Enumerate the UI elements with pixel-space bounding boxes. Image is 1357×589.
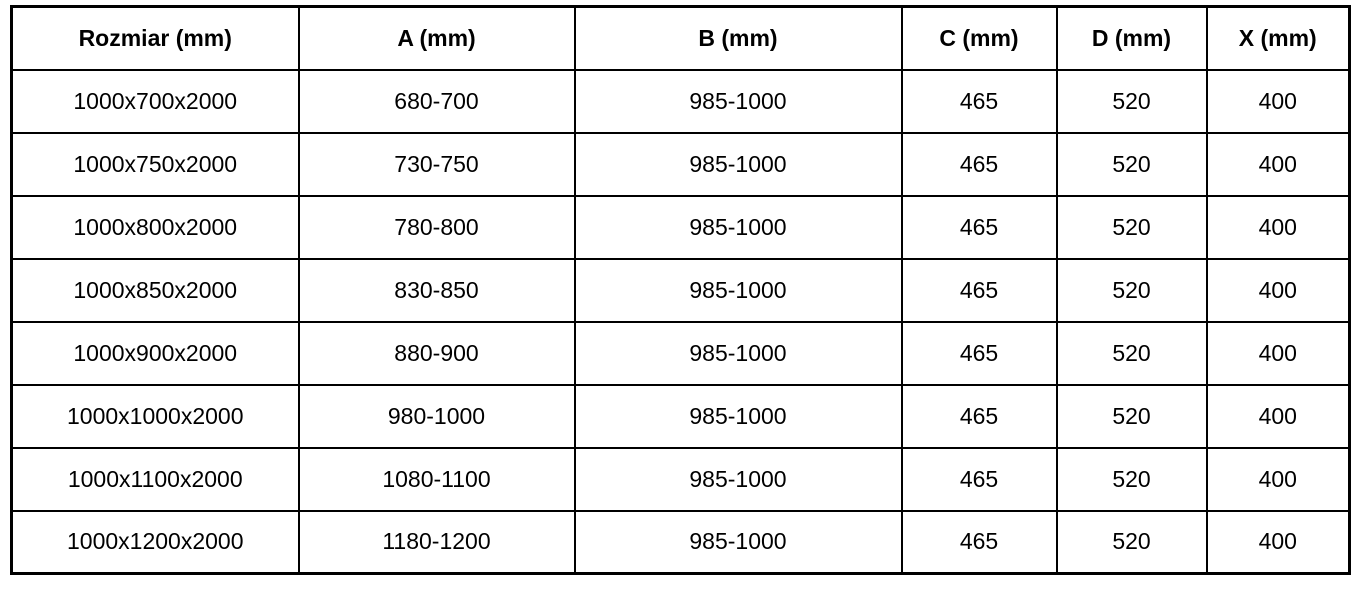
table-cell: 780-800 [297, 194, 576, 260]
table-cell: 400 [1205, 320, 1351, 386]
table-row: 1000x1100x2000 1080-1100 985-1000 465 520 400 [10, 446, 1351, 512]
table-cell: 1000x900x2000 [10, 320, 300, 386]
table-cell: 680-700 [297, 68, 576, 134]
size-dimensions-table: Rozmiar (mm) A (mm) B (mm) C (mm) D (mm) X (m… [10, 5, 1351, 575]
table-row: 1000x1000x2000 980-1000 985-1000 465 520 400 [10, 383, 1351, 449]
table-cell: 520 [1055, 131, 1208, 197]
column-header: X (mm) [1205, 5, 1351, 71]
table-cell: 465 [900, 509, 1058, 575]
table-cell: 465 [900, 383, 1058, 449]
table-cell: 985-1000 [573, 68, 903, 134]
table-cell: 1000x700x2000 [10, 68, 300, 134]
table-cell: 730-750 [297, 131, 576, 197]
table-cell: 520 [1055, 194, 1208, 260]
table-cell: 465 [900, 194, 1058, 260]
table-cell: 465 [900, 131, 1058, 197]
table-cell: 520 [1055, 383, 1208, 449]
column-header: A (mm) [297, 5, 576, 71]
table-cell: 400 [1205, 257, 1351, 323]
table-cell: 1000x1000x2000 [10, 383, 300, 449]
table-cell: 400 [1205, 509, 1351, 575]
table-cell: 400 [1205, 446, 1351, 512]
table-cell: 400 [1205, 131, 1351, 197]
table-cell: 985-1000 [573, 257, 903, 323]
table-cell: 520 [1055, 446, 1208, 512]
table-body: 1000x700x2000 680-700 985-1000 465 520 400 100… [10, 68, 1351, 575]
table-row: 1000x850x2000 830-850 985-1000 465 520 400 [10, 257, 1351, 323]
table-cell: 985-1000 [573, 509, 903, 575]
table-cell: 520 [1055, 509, 1208, 575]
table-cell: 985-1000 [573, 320, 903, 386]
table-cell: 985-1000 [573, 194, 903, 260]
table-cell: 1000x1200x2000 [10, 509, 300, 575]
table-row: 1000x900x2000 880-900 985-1000 465 520 400 [10, 320, 1351, 386]
column-header: Rozmiar (mm) [10, 5, 300, 71]
table-cell: 465 [900, 446, 1058, 512]
table-cell: 520 [1055, 257, 1208, 323]
table-cell: 980-1000 [297, 383, 576, 449]
column-header: B (mm) [573, 5, 903, 71]
table-cell: 400 [1205, 68, 1351, 134]
table-cell: 400 [1205, 194, 1351, 260]
table-cell: 1080-1100 [297, 446, 576, 512]
column-header: D (mm) [1055, 5, 1208, 71]
table-cell: 1180-1200 [297, 509, 576, 575]
table-cell: 830-850 [297, 257, 576, 323]
table-cell: 1000x850x2000 [10, 257, 300, 323]
table-cell: 465 [900, 68, 1058, 134]
table-cell: 1000x750x2000 [10, 131, 300, 197]
table-cell: 520 [1055, 68, 1208, 134]
table-row: 1000x700x2000 680-700 985-1000 465 520 400 [10, 68, 1351, 134]
table-cell: 985-1000 [573, 446, 903, 512]
table-header: Rozmiar (mm) A (mm) B (mm) C (mm) D (mm) X (m… [10, 5, 1351, 71]
table-cell: 400 [1205, 383, 1351, 449]
table-row: 1000x1200x2000 1180-1200 985-1000 465 520 400 [10, 509, 1351, 575]
table-cell: 985-1000 [573, 131, 903, 197]
table-cell: 1000x800x2000 [10, 194, 300, 260]
column-header: C (mm) [900, 5, 1058, 71]
table-row: 1000x800x2000 780-800 985-1000 465 520 400 [10, 194, 1351, 260]
table-cell: 985-1000 [573, 383, 903, 449]
table-cell: 520 [1055, 320, 1208, 386]
table-cell: 465 [900, 257, 1058, 323]
header-row: Rozmiar (mm) A (mm) B (mm) C (mm) D (mm) X (m… [10, 5, 1351, 71]
table-cell: 1000x1100x2000 [10, 446, 300, 512]
table-cell: 880-900 [297, 320, 576, 386]
table-cell: 465 [900, 320, 1058, 386]
table-row: 1000x750x2000 730-750 985-1000 465 520 400 [10, 131, 1351, 197]
